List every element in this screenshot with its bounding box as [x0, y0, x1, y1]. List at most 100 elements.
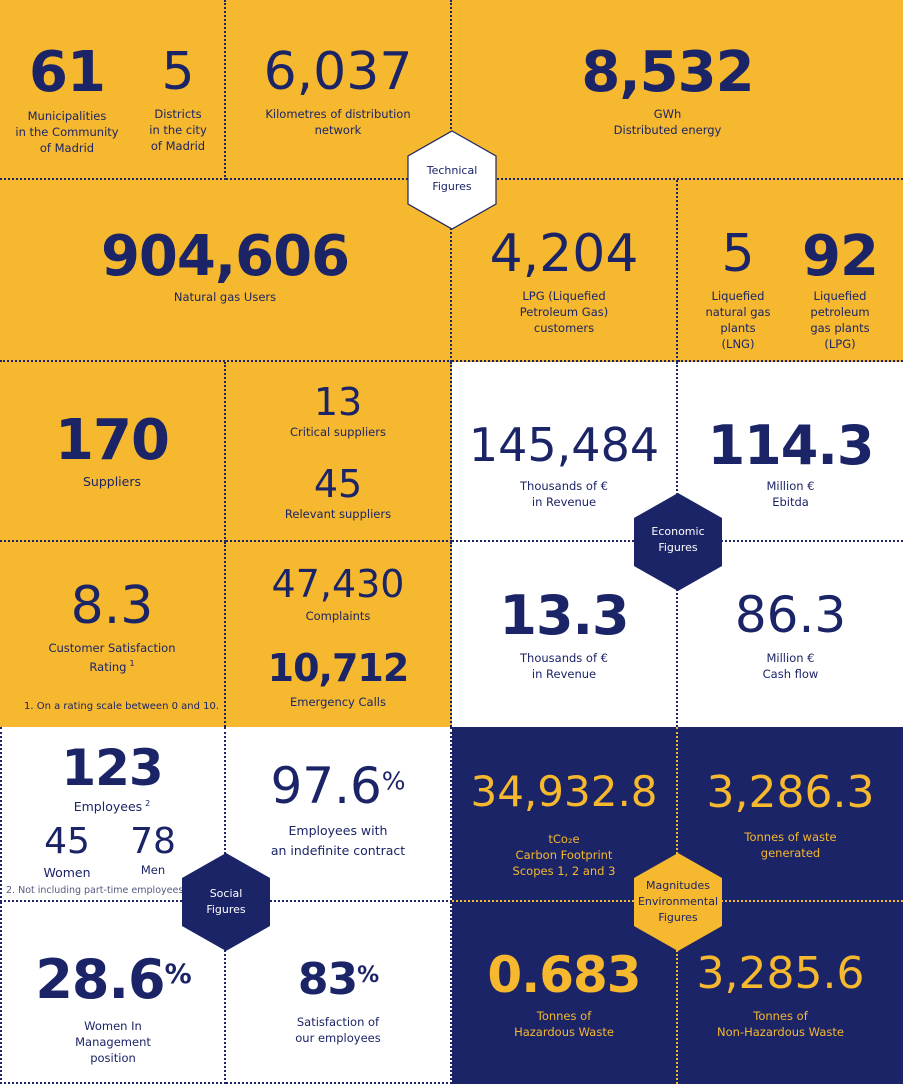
satisfaction-percent: %: [357, 962, 379, 988]
rating-label-2: Rating 1: [0, 656, 224, 675]
municipalities-label-3: of Madrid: [39, 141, 95, 155]
lpg-plants-value: 92: [802, 224, 879, 289]
economic-hex-line-2: Figures: [658, 541, 698, 554]
suppliers-label: Suppliers: [82, 474, 141, 489]
indefinite-label-1: Employees with: [288, 823, 388, 838]
indefinite-cell: 97.6% Employees with an indefinite contr…: [226, 727, 452, 902]
women-mgmt-label-3: position: [90, 1051, 136, 1065]
lpg-plants-label-4: (LPG): [824, 337, 856, 351]
waste-label-1: Tonnes of waste: [744, 830, 837, 844]
waste-cell: 3,286.3 Tonnes of waste generated: [678, 727, 903, 902]
carbon-label-3: Scopes 1, 2 and 3: [512, 864, 616, 878]
lng-plants-label-2: natural gas: [705, 305, 771, 319]
lpg-plants-label-3: gas plants: [810, 321, 870, 335]
plants-cell: 5 Liquefied natural gas plants (LNG) 92 …: [678, 180, 903, 362]
ebitda-cell: 114.3 Million € Ebitda: [678, 362, 903, 542]
economic-hex-line-1: Economic: [651, 525, 705, 538]
critical-suppliers-cell: 13 Critical suppliers 45 Relevant suppli…: [226, 362, 452, 542]
nonhazardous-value: 3,285.6: [696, 948, 865, 999]
women-label: Women: [43, 865, 91, 880]
technical-hex-line-2: Figures: [432, 180, 472, 193]
nonhazardous-label-2: Non-Hazardous Waste: [717, 1025, 844, 1039]
social-figures-hexagon: Social Figures: [180, 852, 272, 952]
districts-value: 5: [161, 42, 195, 102]
lng-plants-label-3: plants: [720, 321, 756, 335]
municipalities-cell: 61 Municipalities in the Community of Ma…: [0, 0, 226, 180]
km-value: 6,037: [263, 42, 413, 102]
employees-cell: 123 Employees 2 45 Women 78 Men 2. Not in…: [0, 727, 226, 902]
employees-value: 123: [61, 739, 163, 797]
ebitda-value: 114.3: [707, 414, 875, 477]
hazardous-label-2: Hazardous Waste: [514, 1025, 614, 1039]
lpg-label-3: customers: [533, 321, 595, 335]
complaints-cell: 47,430 Complaints 10,712 Emergency Calls: [226, 542, 452, 727]
emergency-value: 10,712: [267, 646, 410, 690]
nonhazardous-cell: 3,285.6 Tonnes of Non-Hazardous Waste: [678, 902, 903, 1084]
satisfaction-cell: 83% Satisfaction of our employees: [226, 902, 452, 1084]
complaints-value: 47,430: [271, 562, 405, 606]
nonhazardous-label-1: Tonnes of: [753, 1009, 808, 1023]
emergency-label: Emergency Calls: [290, 695, 386, 709]
critical-suppliers-value: 13: [313, 380, 363, 424]
revenue2-label-2: in Revenue: [531, 667, 597, 681]
women-mgmt-number: 28.6: [35, 948, 165, 1011]
men-label: Men: [140, 863, 166, 877]
environmental-hex-line-1: Magnitudes: [645, 879, 710, 892]
social-hex-line-2: Figures: [206, 903, 246, 916]
carbon-label-2: Carbon Footprint: [515, 848, 613, 862]
cashflow-label-1: Million €: [766, 651, 815, 665]
lpg-plants-label-2: petroleum: [810, 305, 870, 319]
lpg-cell: 4,204 LPG (Liquefied Petroleum Gas) cust…: [452, 180, 678, 362]
indefinite-label-2: an indefinite contract: [270, 843, 406, 858]
km-label-2: network: [314, 123, 362, 137]
indefinite-percent: %: [381, 766, 406, 796]
complaints-label: Complaints: [305, 609, 371, 623]
women-mgmt-label-2: Management: [75, 1035, 151, 1049]
lpg-label-1: LPG (Liquefied: [522, 289, 606, 303]
women-mgmt-value: 28.6%: [2, 948, 224, 1011]
employees-footnote-mark: 2: [145, 799, 151, 808]
satisfaction-label-2: our employees: [295, 1031, 381, 1045]
revenue-label-2: in Revenue: [531, 495, 597, 509]
environmental-hex-line-3: Figures: [658, 911, 698, 924]
lpg-value: 4,204: [489, 224, 639, 284]
employees-label: Employees 2: [0, 799, 224, 814]
social-hex-line-1: Social: [209, 887, 243, 900]
suppliers-value: 170: [55, 408, 170, 473]
environmental-figures-hexagon: Magnitudes Environmental Figures: [632, 852, 724, 952]
employees-label-text: Employees: [73, 799, 143, 815]
hazardous-cell: 0.683 Tonnes of Hazardous Waste: [452, 902, 678, 1084]
hazardous-value: 0.683: [487, 946, 641, 1004]
lng-plants-value: 5: [721, 224, 755, 284]
energy-label-2: Distributed energy: [613, 123, 722, 137]
hazardous-label-1: Tonnes of: [536, 1009, 592, 1023]
rating-footnote-mark: 1: [129, 659, 135, 668]
economic-figures-hexagon: Economic Figures: [632, 492, 724, 592]
technical-figures-hexagon: Technical Figures: [406, 130, 498, 230]
relevant-suppliers-value: 45: [313, 462, 363, 506]
users-label-1: Natural gas Users: [173, 290, 277, 304]
relevant-suppliers-label: Relevant suppliers: [284, 507, 392, 521]
satisfaction-label-1: Satisfaction of: [296, 1015, 380, 1029]
energy-label-1: GWh: [653, 107, 682, 121]
rating-cell: 8.3 Customer Satisfaction Rating 1 1. On …: [0, 542, 226, 727]
waste-label-2: generated: [760, 846, 821, 860]
carbon-cell: 34,932.8 tCo₂e Carbon Footprint Scopes 1…: [452, 727, 678, 902]
districts-label-2: in the city: [149, 123, 207, 137]
revenue-cell: 145,484 Thousands of € in Revenue: [452, 362, 678, 542]
km-cell: 6,037 Kilometres of distribution network: [226, 0, 452, 180]
women-mgmt-cell: 28.6% Women In Management position: [0, 902, 226, 1084]
indefinite-number: 97.6: [270, 757, 382, 815]
indefinite-value: 97.6%: [226, 757, 450, 815]
users-value: 904,606: [100, 224, 350, 289]
municipalities-label-1: Municipalities: [27, 109, 107, 123]
environmental-hex-line-2: Environmental: [637, 895, 719, 908]
women-mgmt-label-1: Women In: [84, 1019, 142, 1033]
employees-footnote: 2. Not including part-time employees.: [6, 885, 187, 896]
cashflow-label-2: Cash flow: [762, 667, 819, 681]
revenue2-label-1: Thousands of €: [520, 651, 608, 665]
ebitda-label-1: Million €: [766, 479, 815, 493]
lpg-label-2: Petroleum Gas): [519, 305, 609, 319]
rating-label-1: Customer Satisfaction: [48, 641, 176, 655]
rating-footnote: 1. On a rating scale between 0 and 10.: [24, 701, 220, 712]
